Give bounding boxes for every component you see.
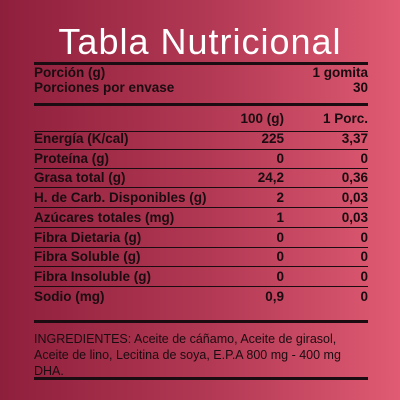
nutrient-row: Fibra Soluble (g) 0 0 [34, 246, 368, 266]
nutrient-label: Sodio (mg) [34, 288, 105, 304]
nutrient-per-portion: 0 [360, 229, 368, 245]
row-divider [34, 266, 368, 267]
page-title: Tabla Nutricional [58, 21, 342, 62]
nutrient-row: Energía (K/cal) 225 3,37 [34, 128, 368, 148]
nutrient-per100: 0 [276, 248, 284, 264]
nutrient-row: Grasa total (g) 24,2 0,36 [34, 167, 368, 187]
row-divider [34, 207, 368, 208]
nutrient-row: Azúcares totales (mg) 1 0,03 [34, 207, 368, 227]
nutrient-per100: 0 [276, 268, 284, 284]
nutrient-label: Fibra Soluble (g) [34, 248, 141, 264]
row-divider [34, 187, 368, 188]
meta-label: Porción (g) [34, 64, 106, 80]
nutrient-label: Fibra Insoluble (g) [34, 268, 151, 284]
nutrient-per-portion: 0,36 [341, 169, 368, 185]
meta-value: 30 [352, 79, 368, 95]
nutrient-per100: 0 [276, 229, 284, 245]
nutrient-per-portion: 0 [360, 268, 368, 284]
nutrient-per-portion: 0,03 [341, 189, 368, 205]
column-header-row: 100 (g) 1 Porc. [34, 108, 368, 128]
nutrient-label: Azúcares totales (mg) [34, 209, 175, 225]
row-divider [34, 286, 368, 287]
divider-header [34, 131, 368, 132]
divider-bottom [34, 320, 368, 323]
divider-footer [34, 377, 368, 380]
nutrient-per-portion: 0,03 [341, 209, 368, 225]
nutrient-label: Proteína (g) [34, 150, 110, 166]
nutrient-per100: 0 [276, 150, 284, 166]
row-divider [34, 247, 368, 248]
nutrient-row: Fibra Dietaria (g) 0 0 [34, 227, 368, 247]
nutrient-row: Proteína (g) 0 0 [34, 148, 368, 168]
nutrient-per100: 2 [276, 189, 284, 205]
meta-label: Porciones por envase [34, 79, 175, 95]
nutrient-row: Fibra Insoluble (g) 0 0 [34, 266, 368, 286]
nutrient-per100: 0,9 [265, 288, 284, 304]
nutrient-per-portion: 0 [360, 248, 368, 264]
row-divider [34, 227, 368, 228]
ingredients-text: INGREDIENTES: Aceite de cáñamo, Aceite d… [34, 332, 341, 378]
nutrient-label: Grasa total (g) [34, 169, 126, 185]
nutrient-label: H. de Carb. Disponibles (g) [34, 189, 207, 205]
column-header-portion: 1 Porc. [322, 110, 368, 126]
nutrient-label: Fibra Dietaria (g) [34, 229, 142, 245]
nutrient-per100: 24,2 [257, 169, 284, 185]
nutrient-per-portion: 3,37 [341, 130, 368, 146]
meta-row-servings: Porciones por envase 30 [34, 77, 368, 97]
nutrient-row: Sodio (mg) 0,9 0 [34, 286, 368, 306]
divider-meta [34, 103, 368, 106]
nutrient-per100: 1 [276, 209, 284, 225]
nutrient-label: Energía (K/cal) [34, 130, 129, 146]
meta-row-portion: Porción (g) 1 gomita [34, 62, 368, 82]
nutrient-per100: 225 [261, 130, 284, 146]
nutrient-per-portion: 0 [360, 288, 368, 304]
divider-top [34, 62, 368, 65]
column-header-100g: 100 (g) [240, 110, 284, 126]
row-divider [34, 149, 368, 150]
row-divider [34, 168, 368, 169]
meta-value: 1 gomita [312, 64, 368, 80]
nutrient-row: H. de Carb. Disponibles (g) 2 0,03 [34, 187, 368, 207]
nutrient-per-portion: 0 [360, 150, 368, 166]
